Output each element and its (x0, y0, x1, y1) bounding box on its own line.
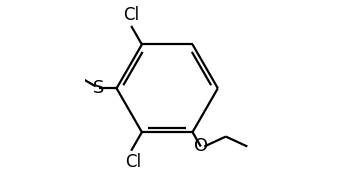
Text: Cl: Cl (123, 6, 139, 24)
Text: O: O (194, 137, 208, 155)
Text: Cl: Cl (125, 153, 141, 171)
Text: S: S (93, 79, 105, 97)
